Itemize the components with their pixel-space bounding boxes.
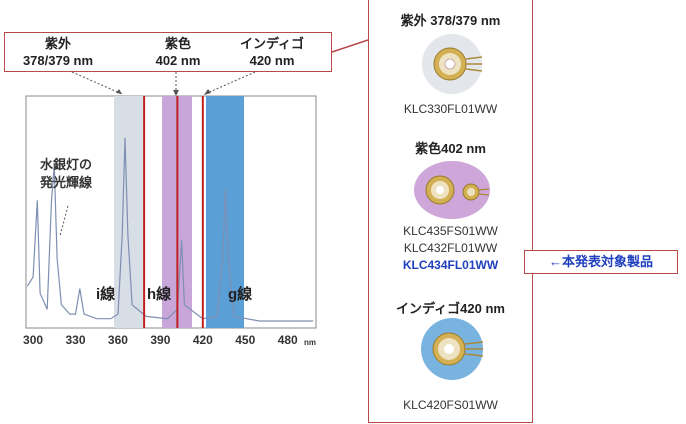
panel-indigo-model: KLC420FS01WW [403, 398, 498, 412]
callout-violet: 紫色 402 nm [155, 36, 201, 68]
uv-band [114, 96, 144, 328]
panel-indigo-title: インディゴ420 nm [396, 301, 505, 316]
x-axis-unit: nm [304, 338, 316, 347]
mercury-arrow [59, 205, 69, 237]
x-tick-label: 360 [107, 333, 128, 347]
x-tick-label: 480 [277, 333, 298, 347]
callout-arrow-indigo [204, 71, 256, 95]
h-line-label: h線 [147, 286, 172, 303]
spectrum-line [26, 137, 314, 322]
panel-violet-model-1: KLC435FS01WW [403, 224, 498, 238]
panel-violet-highlight-model: KLC434FL01WW [402, 258, 499, 272]
x-tick-label: 300 [23, 333, 44, 347]
indigo-laser-diode-icon [421, 318, 484, 380]
x-tick-label: 330 [65, 333, 86, 347]
panel-connector [331, 39, 369, 53]
panel-violet-title: 紫色402 nm [415, 141, 486, 156]
callout-indigo: インディゴ 420 nm [239, 36, 305, 68]
x-tick-label: 420 [192, 333, 213, 347]
x-tick-label: 450 [235, 333, 256, 347]
wavelength-callout-box [4, 32, 332, 72]
mercury-line-label: 水銀灯の 発光輝線 [40, 157, 93, 190]
callout-arrow-uv [71, 71, 123, 95]
panel-uv-title: 紫外 378/379 nm [400, 13, 501, 28]
target-product-note: ←本発表対象製品 [524, 250, 678, 274]
x-tick-label: 390 [150, 333, 171, 347]
i-line-label: i線 [96, 286, 116, 303]
panel-violet-model-2: KLC432FL01WW [403, 241, 498, 255]
uv-laser-diode-icon [422, 34, 483, 94]
violet-laser-diode-icon [414, 161, 490, 219]
panel-uv-model: KLC330FL01WW [403, 102, 498, 116]
callout-uv: 紫外 378/379 nm [22, 36, 94, 68]
g-line-label: g線 [228, 286, 253, 303]
